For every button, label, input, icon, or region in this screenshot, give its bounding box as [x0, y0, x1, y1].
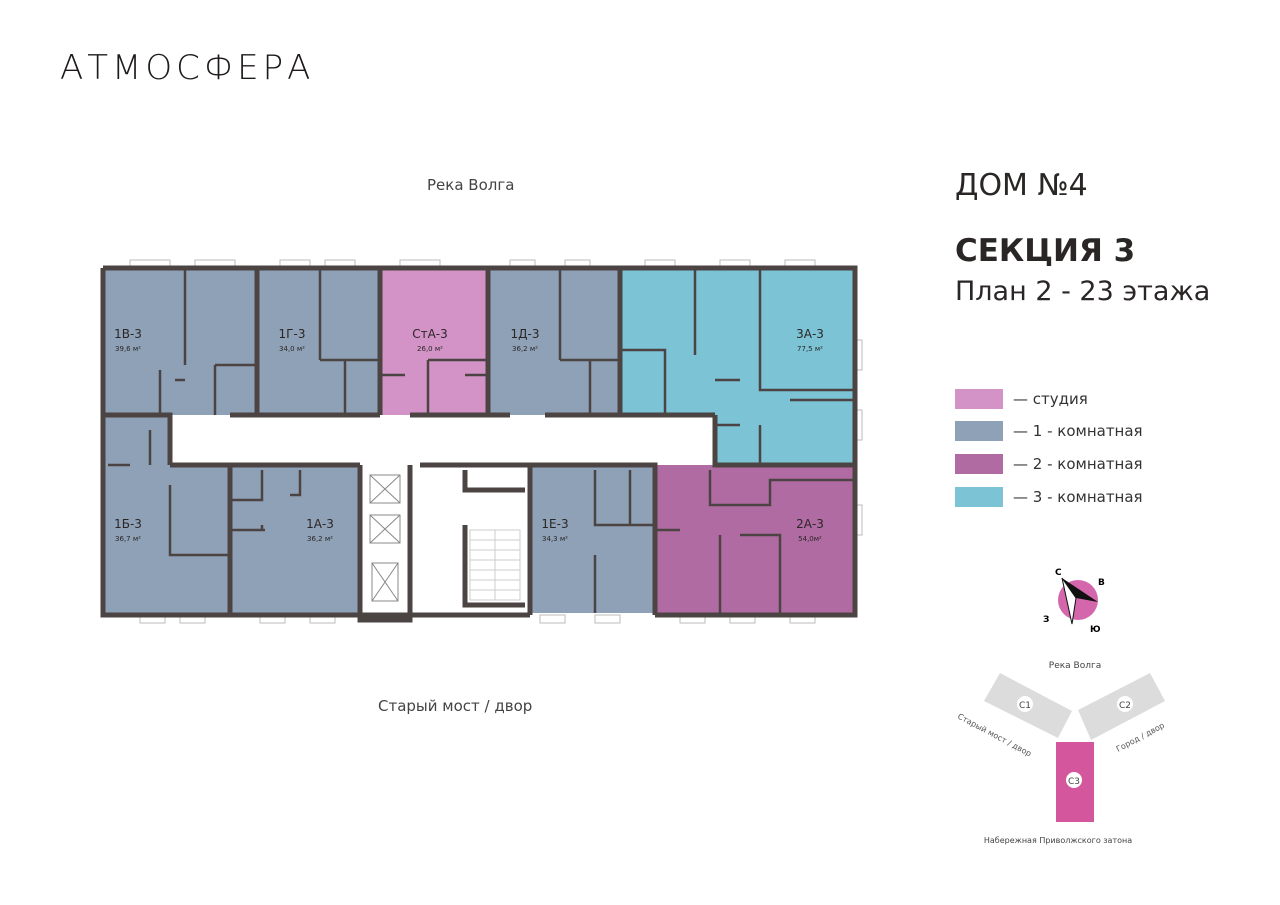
partitions — [108, 270, 853, 557]
partitions-lower — [230, 470, 853, 613]
legend-1-room: — 1 - комнатная — [955, 421, 1143, 441]
legend-label: — 2 - комнатная — [1013, 455, 1143, 473]
apt-area: 39,6 м² — [115, 345, 141, 353]
apt-id: 3А-3 — [796, 327, 824, 341]
apt-1d3-fill[interactable] — [488, 270, 620, 415]
legend-swatch — [955, 454, 1003, 474]
legend-label: — студия — [1013, 390, 1088, 408]
legend-2-room: — 2 - комнатная — [955, 454, 1143, 474]
plan-bottom-side-label: Старый мост / двор — [378, 697, 533, 715]
apt-area: 26,0 м² — [417, 345, 443, 353]
apt-2a3-fill[interactable] — [655, 465, 853, 613]
house-number: ДОМ №4 — [955, 168, 1088, 203]
elevator-icons — [369, 474, 401, 602]
compass-s: Ю — [1090, 625, 1101, 635]
site-c1-label: С1 — [1019, 701, 1031, 711]
apt-id: 1Е-3 — [541, 517, 568, 531]
apt-id: 2А-3 — [796, 517, 824, 531]
site-plan: Река Волга С1 С2 С3 Старый мост / двор Г… — [956, 661, 1166, 845]
apt-sta3-fill[interactable] — [380, 270, 488, 415]
site-c3-label: С3 — [1068, 777, 1080, 787]
apt-id: 1Д-3 — [511, 327, 540, 341]
apartments — [105, 270, 853, 613]
apt-id: 1Г-3 — [279, 327, 306, 341]
apt-1e3-fill[interactable] — [530, 465, 655, 613]
apt-area: 77,5 м² — [797, 345, 823, 353]
compass-w: З — [1043, 615, 1049, 625]
legend-label: — 1 - комнатная — [1013, 422, 1143, 440]
apt-id: 1А-3 — [306, 517, 334, 531]
apt-area: 34,0 м² — [279, 345, 305, 353]
apt-id: 1В-3 — [114, 327, 142, 341]
apartment-labels: 1В-3 39,6 м² 1Г-3 34,0 м² СтА-3 26,0 м² … — [114, 327, 824, 543]
apt-1b3-fill[interactable] — [105, 415, 230, 613]
apt-3a3-fill[interactable] — [620, 270, 853, 465]
apt-area: 36,2 м² — [307, 535, 333, 543]
legend-swatch — [955, 487, 1003, 507]
apt-1v3-fill[interactable] — [105, 270, 257, 415]
compass-e: В — [1098, 578, 1105, 588]
stair-icon — [469, 529, 521, 601]
legend-swatch — [955, 421, 1003, 441]
apt-1a3-fill[interactable] — [230, 465, 360, 613]
walls — [100, 265, 858, 623]
legend-3-room: — 3 - комнатная — [955, 487, 1143, 507]
legend-studio: — студия — [955, 389, 1088, 409]
logo: АТМОСФЕРА — [60, 48, 315, 88]
section-title: СЕКЦИЯ 3 — [955, 233, 1136, 269]
compass-icon: С В Ю З — [1043, 568, 1105, 635]
apt-area: 54,0м² — [798, 535, 822, 543]
site-top-label: Река Волга — [1049, 661, 1101, 671]
apt-area: 36,2 м² — [512, 345, 538, 353]
apt-area: 36,7 м² — [115, 535, 141, 543]
apt-1g3-fill[interactable] — [257, 270, 380, 415]
compass-n: С — [1055, 568, 1062, 578]
legend-label: — 3 - комнатная — [1013, 488, 1143, 506]
apt-area: 34,3 м² — [542, 535, 568, 543]
site-c2-label: С2 — [1119, 701, 1131, 711]
plan-top-side-label: Река Волга — [427, 176, 515, 194]
apt-id: СтА-3 — [412, 327, 448, 341]
legend-swatch — [955, 389, 1003, 409]
site-bottom-label: Набережная Приволжского затона — [984, 836, 1132, 845]
floors-subtitle: План 2 - 23 этажа — [955, 276, 1211, 307]
apt-id: 1Б-3 — [114, 517, 142, 531]
site-right-label: Город / двор — [1115, 721, 1166, 754]
